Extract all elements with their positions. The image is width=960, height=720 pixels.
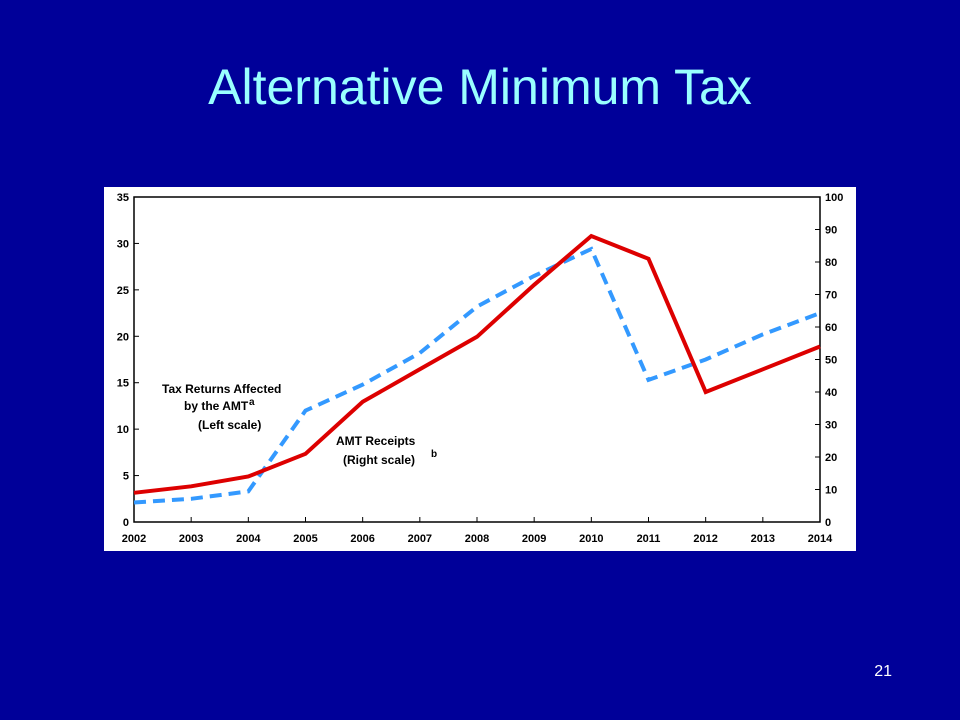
left-tick-label: 25	[117, 285, 129, 297]
returns-annotation-line1: Tax Returns Affected	[162, 382, 281, 396]
amt-line-chart: 0 5 10 15 20 25 30 35 0 10 20 30 40 50 60 70 80 90 100 20…	[117, 192, 844, 545]
slide-title: Alternative Minimum Tax	[208, 59, 752, 115]
right-tick-label: 0	[825, 517, 831, 529]
left-axis: 0 5 10 15 20 25 30 35	[117, 192, 139, 529]
series-layer	[133, 233, 821, 505]
x-tick-label: 2009	[522, 533, 546, 545]
returns-annotation-sup: a	[249, 397, 255, 408]
x-tick-label: 2004	[236, 533, 261, 545]
right-tick-label: 80	[825, 257, 837, 269]
plot-frame	[133, 196, 821, 523]
x-tick-label: 2002	[122, 533, 146, 545]
x-tick-label: 2013	[751, 533, 775, 545]
right-tick-label: 90	[825, 225, 837, 237]
chart-container: 0 5 10 15 20 25 30 35 0 10 20 30 40 50 60 70 80 90 100 20…	[104, 187, 856, 551]
left-tick-label: 10	[117, 424, 129, 436]
x-tick-label: 2008	[465, 533, 489, 545]
x-tick-label: 2011	[637, 533, 661, 545]
x-axis: 2002 2003 2004 2005 2006 2007 2008 2009 2010 2011…	[122, 517, 833, 545]
x-tick-label: 2005	[293, 533, 317, 545]
receipts-annotation-sup: b	[431, 449, 437, 460]
series-receipts-line	[133, 233, 821, 495]
series-returns-line	[133, 246, 821, 505]
returns-annotation-line2: by the AMT	[184, 399, 249, 413]
right-tick-label: 60	[825, 322, 837, 334]
receipts-annotation-scale: (Right scale)	[343, 453, 415, 467]
right-tick-label: 40	[825, 387, 837, 399]
left-tick-label: 5	[123, 471, 129, 483]
x-tick-label: 2012	[693, 533, 717, 545]
left-tick-label: 30	[117, 238, 129, 250]
left-tick-label: 15	[117, 378, 129, 390]
right-tick-label: 70	[825, 290, 837, 302]
left-tick-label: 0	[123, 517, 129, 529]
slide-number: 21	[874, 663, 892, 680]
left-tick-label: 20	[117, 331, 129, 343]
right-tick-label: 100	[825, 192, 843, 204]
left-tick-label: 35	[117, 192, 129, 204]
right-tick-label: 30	[825, 420, 837, 432]
x-tick-label: 2010	[579, 533, 603, 545]
x-tick-label: 2007	[408, 533, 432, 545]
right-tick-label: 10	[825, 485, 837, 497]
right-axis: 0 10 20 30 40 50 60 70 80 90 100	[815, 192, 843, 529]
receipts-annotation-line1: AMT Receipts	[336, 434, 416, 448]
right-tick-label: 20	[825, 452, 837, 464]
x-tick-label: 2014	[808, 533, 833, 545]
x-tick-label: 2003	[179, 533, 203, 545]
right-tick-label: 50	[825, 355, 837, 367]
returns-annotation-scale: (Left scale)	[198, 418, 261, 432]
x-tick-label: 2006	[350, 533, 374, 545]
